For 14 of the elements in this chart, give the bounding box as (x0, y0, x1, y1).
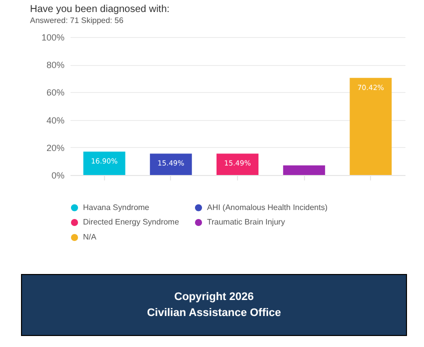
legend-label: Directed Energy Syndrome (83, 218, 180, 226)
legend-label: Traumatic Brain Injury (207, 218, 285, 226)
y-tick-label: 100% (41, 32, 64, 42)
y-tick-label: 40% (46, 115, 64, 126)
chart-subtitle: Answered: 71 Skipped: 56 (30, 16, 124, 25)
y-tick-label: 20% (46, 142, 64, 153)
y-tick-label: 0% (51, 170, 64, 180)
y-tick-label: 80% (46, 60, 64, 70)
chart-title: Have you been diagnosed with: (30, 4, 170, 15)
y-tick-label: 60% (46, 88, 64, 98)
legend-label: Havana Syndrome (83, 202, 150, 212)
footer-panel: Copyright 2026 Civilian Assistance Office (21, 274, 407, 336)
legend-label: N/A (83, 232, 97, 242)
legend-label: AHI (Anomalous Health Incidents) (207, 202, 328, 212)
